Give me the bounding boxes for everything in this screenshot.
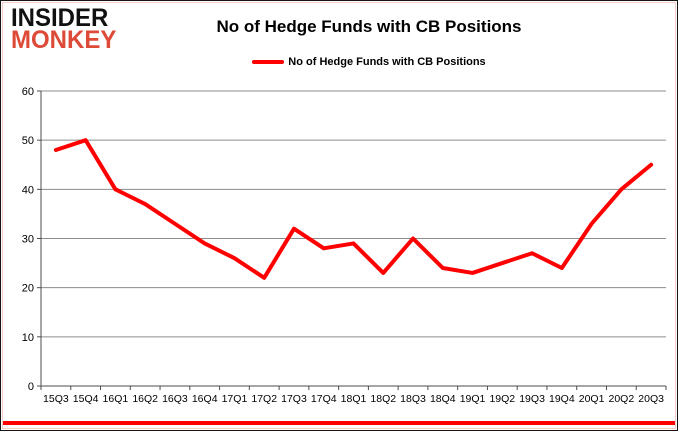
hedge-funds-line-chart: 0 10 20 30 40 50 60 15Q3 15Q4 16Q1 16Q2 16Q3 16Q4 17Q… [22,86,667,405]
x-tick-label-17Q1: 17Q1 [222,393,248,405]
x-tick-label-17Q4: 17Q4 [311,393,337,405]
x-tick-label-19Q4: 19Q4 [549,393,575,405]
x-tick-label-18Q4: 18Q4 [430,393,456,405]
insider-monkey-logo: INSIDER MONKEY [11,3,117,55]
y-tick-label-40: 40 [22,184,34,196]
y-tick-label-20: 20 [22,283,34,295]
x-tick-label-18Q3: 18Q3 [400,393,426,405]
x-tick-label-16Q4: 16Q4 [192,393,218,405]
x-tick-label-18Q2: 18Q2 [370,393,396,405]
legend-label: No of Hedge Funds with CB Positions [288,56,486,68]
x-tick-label-16Q1: 16Q1 [103,393,129,405]
legend: No of Hedge Funds with CB Positions [61,56,677,68]
x-tick-label-20Q1: 20Q1 [579,393,605,405]
x-tick-label-19Q1: 19Q1 [460,393,486,405]
logo-text-monkey: MONKEY [11,25,117,55]
y-tick-label-50: 50 [22,135,34,147]
x-tick-label-17Q3: 17Q3 [281,393,307,405]
x-tick-label-16Q3: 16Q3 [162,393,188,405]
legend-line-marker [252,60,285,64]
x-tick-label-19Q3: 19Q3 [519,393,545,405]
series-line [53,138,654,280]
logo-text-insider: INSIDER [11,3,109,33]
x-tick-label-17Q2: 17Q2 [251,393,277,405]
x-tick-label-20Q3: 20Q3 [638,393,664,405]
x-tick-label-16Q2: 16Q2 [132,393,158,405]
x-tick-label-19Q2: 19Q2 [489,393,515,405]
x-tick-label-20Q2: 20Q2 [609,393,635,405]
y-tick-label-60: 60 [22,86,34,98]
y-tick-label-0: 0 [28,381,34,393]
y-tick-label-30: 30 [22,234,34,246]
x-tick-label-18Q1: 18Q1 [341,393,367,405]
bottom-red-rule [3,421,675,425]
y-tick-label-10: 10 [22,332,34,344]
chart-title: No of Hedge Funds with CB Positions [216,17,522,36]
x-tick-label-15Q3: 15Q3 [43,393,69,405]
x-tick-label-15Q4: 15Q4 [73,393,99,405]
